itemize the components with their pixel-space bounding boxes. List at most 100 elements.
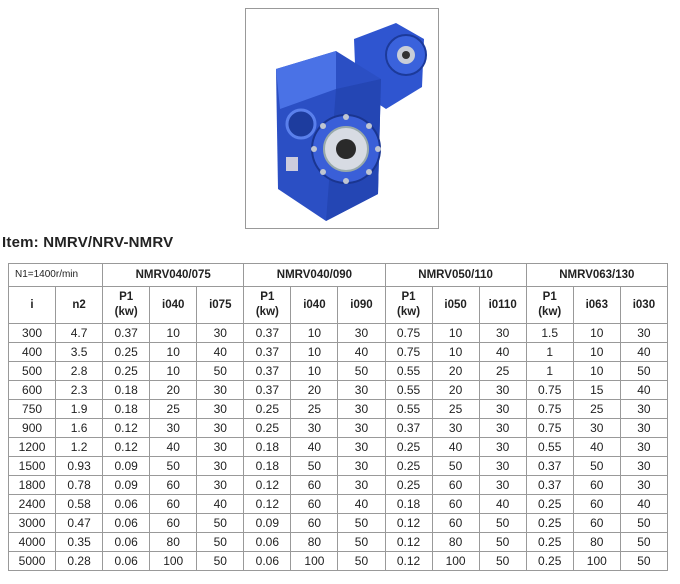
table-cell: 60 xyxy=(431,475,480,495)
table-cell: 0.75 xyxy=(525,418,574,438)
table-cell: 0.37 xyxy=(525,456,574,476)
table-cell: 30 xyxy=(337,323,386,343)
table-cell: 30 xyxy=(619,418,669,438)
group-header: NMRV040/075 xyxy=(102,263,245,287)
table-cell: 4000 xyxy=(7,532,57,552)
table-cell: 30 xyxy=(337,418,386,438)
column-header: i030 xyxy=(619,286,669,324)
table-cell: 30 xyxy=(478,418,527,438)
table-cell: 30 xyxy=(619,399,669,419)
table-cell: 50 xyxy=(149,456,198,476)
table-cell: 60 xyxy=(572,513,621,533)
table-cell: 30 xyxy=(431,418,480,438)
table-cell: 30 xyxy=(337,456,386,476)
table-cell: 10 xyxy=(290,342,339,362)
table-row: 3000 0.47 0.06 60 50 0.09 60 50 0.12 60 50 0.25 60 50 xyxy=(7,513,669,533)
table-cell: 0.55 xyxy=(384,380,433,400)
table-cell: 25 xyxy=(431,399,480,419)
table-cell: 10 xyxy=(149,361,198,381)
table-cell: 60 xyxy=(290,513,339,533)
table-cell: 3.5 xyxy=(55,342,104,362)
table-cell: 0.75 xyxy=(384,342,433,362)
table-cell: 20 xyxy=(290,380,339,400)
column-header: i040 xyxy=(149,286,198,324)
table-cell: 20 xyxy=(431,361,480,381)
table-cell: 30 xyxy=(337,437,386,457)
table-cell: 0.55 xyxy=(525,437,574,457)
table-cell: 40 xyxy=(149,437,198,457)
table-cell: 80 xyxy=(290,532,339,552)
table-cell: 1.5 xyxy=(525,323,574,343)
table-cell: 20 xyxy=(149,380,198,400)
column-header: i075 xyxy=(196,286,245,324)
table-cell: 2.3 xyxy=(55,380,104,400)
table-cell: 50 xyxy=(196,513,245,533)
table-row: 750 1.9 0.18 25 30 0.25 25 30 0.55 25 30 0.75 25 30 xyxy=(7,399,669,419)
product-photo xyxy=(245,8,439,229)
table-cell: 60 xyxy=(572,475,621,495)
table-cell: 0.25 xyxy=(384,475,433,495)
column-header: P1 (kw) xyxy=(243,286,292,324)
table-cell: 30 xyxy=(478,323,527,343)
column-header: i090 xyxy=(337,286,386,324)
group-header: NMRV040/090 xyxy=(243,263,386,287)
table-cell: 50 xyxy=(619,551,669,571)
table-cell: 0.25 xyxy=(525,513,574,533)
header-row-groups: N1=1400r/min NMRV040/075 NMRV040/090 NMRV05… xyxy=(7,263,669,287)
table-cell: 30 xyxy=(149,418,198,438)
table-row: 4000 0.35 0.06 80 50 0.06 80 50 0.12 80 50 0.25 80 50 xyxy=(7,532,669,552)
table-cell: 30 xyxy=(290,418,339,438)
table-cell: 0.75 xyxy=(525,399,574,419)
table-cell: 100 xyxy=(149,551,198,571)
table-cell: 40 xyxy=(290,437,339,457)
table-cell: 30 xyxy=(337,380,386,400)
header-row-columns: i n2 P1 (kw) i040 i075 P1 (kw) i040 i090 P1 (kw)… xyxy=(7,286,669,324)
table-cell: 0.25 xyxy=(384,437,433,457)
table-cell: 60 xyxy=(149,475,198,495)
table-cell: 0.18 xyxy=(102,399,151,419)
table-cell: 1.2 xyxy=(55,437,104,457)
table-cell: 100 xyxy=(572,551,621,571)
table-cell: 5000 xyxy=(7,551,57,571)
table-row: 500 2.8 0.25 10 50 0.37 10 50 0.55 20 25 1 10 50 xyxy=(7,361,669,381)
table-row: 1500 0.93 0.09 50 30 0.18 50 30 0.25 50 30 0.37 50 30 xyxy=(7,456,669,476)
table-cell: 80 xyxy=(572,532,621,552)
table-cell: 30 xyxy=(478,380,527,400)
table-cell: 60 xyxy=(290,494,339,514)
table-cell: 0.55 xyxy=(384,399,433,419)
table-cell: 4.7 xyxy=(55,323,104,343)
table-cell: 0.12 xyxy=(102,437,151,457)
table-cell: 2.8 xyxy=(55,361,104,381)
table-cell: 25 xyxy=(290,399,339,419)
table-cell: 0.25 xyxy=(102,361,151,381)
table-cell: 0.35 xyxy=(55,532,104,552)
table-cell: 50 xyxy=(196,532,245,552)
table-cell: 40 xyxy=(619,494,669,514)
table-row: 900 1.6 0.12 30 30 0.25 30 30 0.37 30 30 0.75 30 30 xyxy=(7,418,669,438)
table-cell: 500 xyxy=(7,361,57,381)
table-cell: 30 xyxy=(478,456,527,476)
table-cell: 15 xyxy=(572,380,621,400)
table-cell: 25 xyxy=(572,399,621,419)
table-cell: 10 xyxy=(572,342,621,362)
table-cell: 40 xyxy=(619,380,669,400)
group-header: NMRV050/110 xyxy=(384,263,527,287)
column-header: i063 xyxy=(572,286,621,324)
table-cell: 0.12 xyxy=(384,551,433,571)
table-cell: 40 xyxy=(478,494,527,514)
table-cell: 1500 xyxy=(7,456,57,476)
table-cell: 30 xyxy=(478,475,527,495)
table-cell: 30 xyxy=(196,418,245,438)
table-cell: 60 xyxy=(290,475,339,495)
table-cell: 80 xyxy=(149,532,198,552)
speed-label-cell: N1=1400r/min xyxy=(7,263,104,287)
table-cell: 0.09 xyxy=(102,475,151,495)
column-header: i050 xyxy=(431,286,480,324)
table-cell: 40 xyxy=(431,437,480,457)
table-cell: 30 xyxy=(619,456,669,476)
table-cell: 30 xyxy=(337,399,386,419)
table-cell: 0.58 xyxy=(55,494,104,514)
table-row: 1800 0.78 0.09 60 30 0.12 60 30 0.25 60 30 0.37 60 30 xyxy=(7,475,669,495)
table-cell: 40 xyxy=(572,437,621,457)
worm-gearbox-image xyxy=(276,23,427,221)
